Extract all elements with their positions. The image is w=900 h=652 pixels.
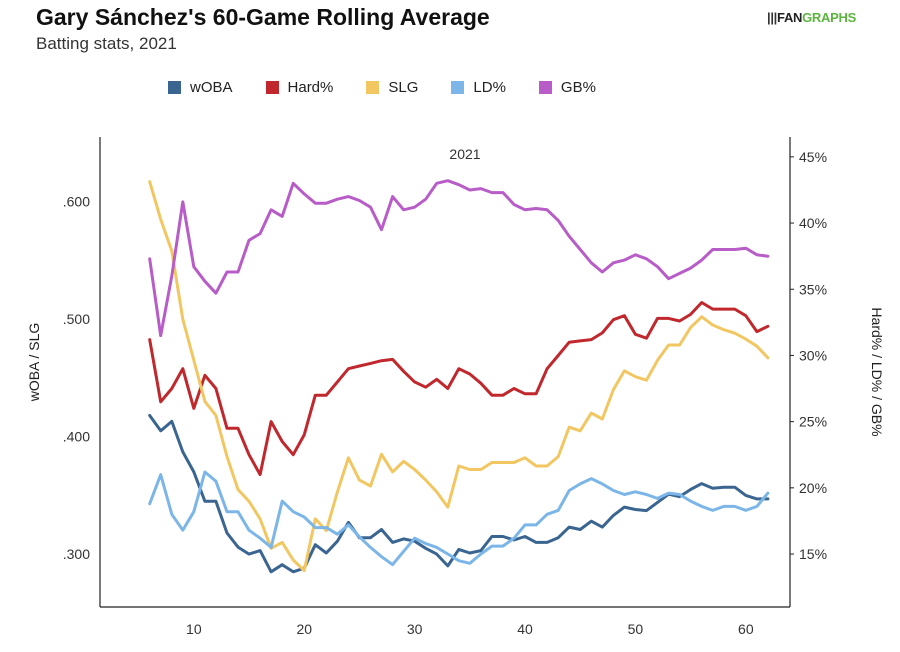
legend-item: LD% (451, 79, 506, 96)
legend-item: Hard% (265, 79, 334, 96)
legend-swatch (366, 81, 380, 94)
y-right-tick-label: 30% (799, 347, 827, 363)
chart-subtitle: Batting stats, 2021 (36, 34, 177, 53)
series-line-woba (148, 414, 770, 574)
series-line-slg (148, 180, 770, 573)
legend-swatch (451, 81, 465, 94)
y-left-tick-label: .600 (63, 194, 90, 210)
y-left-tick-label: .300 (63, 546, 90, 562)
series-line-ld-pct (148, 470, 770, 567)
legend-swatch (168, 81, 181, 94)
y-right-tick-label: 25% (799, 414, 827, 430)
y-right-tick-label: 35% (799, 281, 827, 297)
legend-label: GB% (560, 79, 596, 96)
legend-item: GB% (538, 79, 596, 96)
y-right-tick-label: 40% (799, 215, 827, 231)
logo-fan-text: FAN (777, 10, 803, 25)
legend-swatch (265, 81, 279, 94)
y-right-tick-label: 20% (799, 480, 827, 496)
x-tick-label: 40 (517, 621, 533, 637)
y-right-axis-label: Hard% / LD% / GB% (869, 307, 885, 436)
y-right-tick-label: 15% (799, 546, 827, 562)
legend-label: LD% (473, 79, 506, 96)
legend-label: SLG (388, 79, 419, 96)
legend-label: wOBA (190, 79, 233, 96)
series-line-hard-pct (148, 301, 770, 477)
y-left-axis-label: wOBA / SLG (26, 323, 42, 403)
series-line-gb-pct (148, 179, 770, 338)
x-tick-label: 10 (186, 621, 202, 637)
x-tick-label: 50 (628, 621, 644, 637)
legend-item: wOBA (168, 79, 233, 96)
logo-mark-icon: ||| (767, 10, 778, 25)
fangraphs-logo: |||FANGRAPHS (767, 10, 856, 25)
legend-item: SLG (366, 79, 418, 96)
x-tick-label: 30 (407, 621, 423, 637)
x-tick-label: 60 (738, 621, 754, 637)
y-right-tick-label: 45% (799, 149, 827, 165)
y-left-tick-label: .400 (63, 429, 90, 445)
chart-title: Gary Sánchez's 60-Game Rolling Average (36, 4, 490, 30)
x-tick-label: 20 (296, 621, 312, 637)
logo-graphs-text: GRAPHS (802, 10, 856, 25)
legend-swatch (538, 81, 552, 94)
chart-legend: wOBA Hard% SLG LD% GB% (168, 79, 629, 96)
chart-annotation: 2021 (449, 146, 480, 162)
y-left-tick-label: .500 (63, 311, 90, 327)
legend-label: Hard% (287, 79, 334, 96)
